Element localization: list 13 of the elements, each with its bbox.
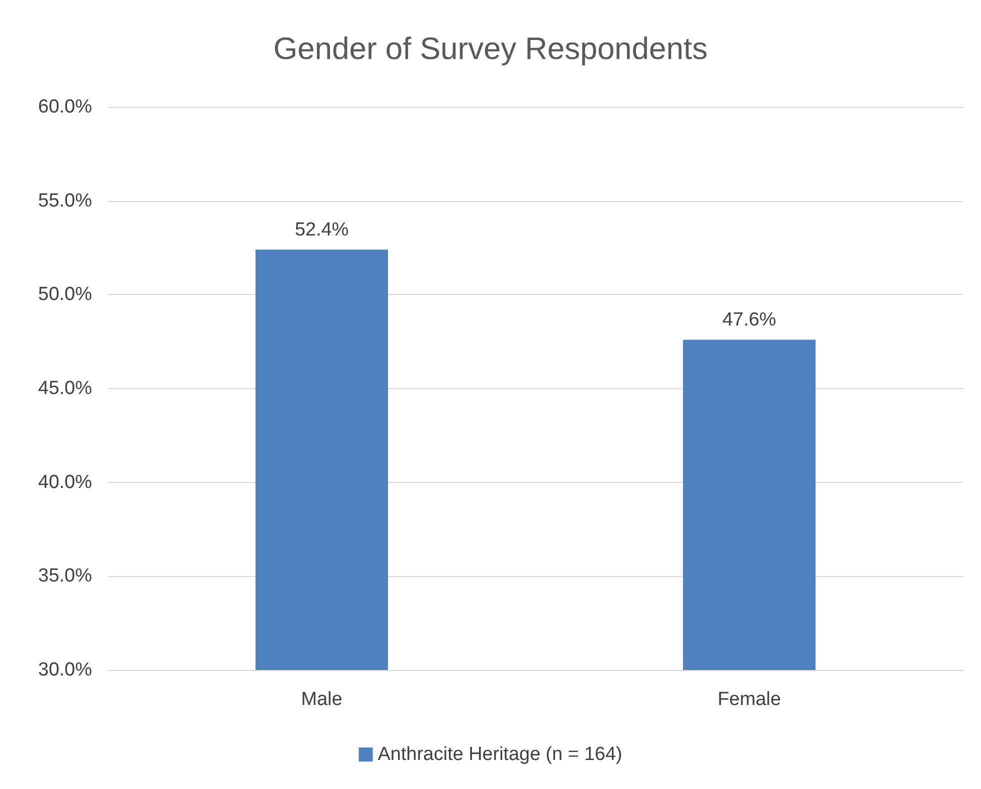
y-tick-label: 35.0% (38, 566, 92, 587)
legend-label: Anthracite Heritage (n = 164) (378, 744, 622, 765)
chart-title: Gender of Survey Respondents (273, 31, 708, 66)
y-tick-label: 60.0% (38, 96, 92, 118)
y-tick-label: 30.0% (38, 660, 92, 680)
y-tick-label: 40.0% (38, 472, 92, 493)
data-label: 52.4% (294, 220, 349, 241)
y-tick-label: 45.0% (38, 378, 92, 399)
x-tick-label: Male (301, 689, 342, 710)
y-tick-label: 55.0% (38, 190, 92, 212)
x-tick-label: Female (718, 689, 781, 710)
y-tick-label: 50.0% (38, 284, 92, 306)
data-label: 47.6% (722, 310, 776, 331)
